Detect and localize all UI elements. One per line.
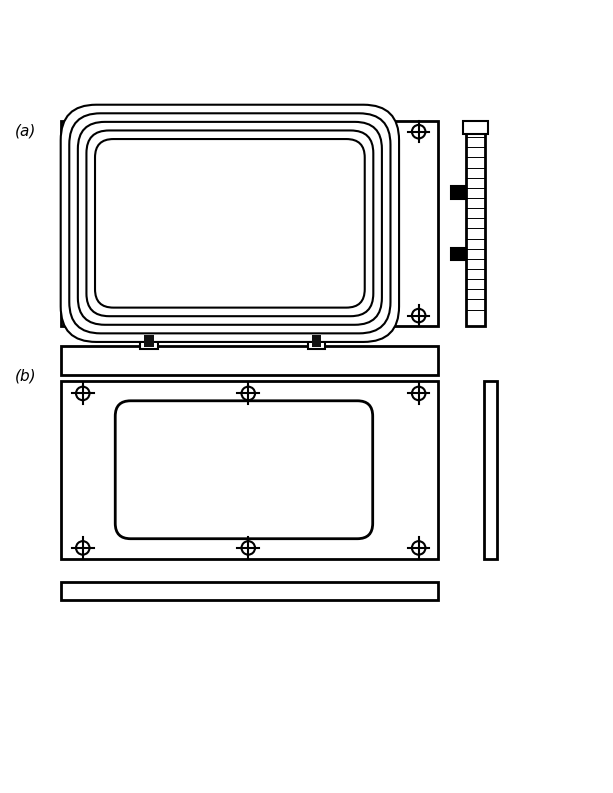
FancyBboxPatch shape	[61, 105, 399, 342]
FancyBboxPatch shape	[86, 131, 373, 316]
Bar	[308, 331, 325, 349]
Bar	[451, 248, 466, 260]
Text: (a): (a)	[15, 124, 37, 139]
FancyBboxPatch shape	[95, 139, 365, 308]
Bar	[61, 581, 438, 600]
Bar	[61, 346, 438, 375]
Bar	[61, 381, 438, 559]
Bar	[140, 331, 158, 349]
Bar	[451, 186, 466, 199]
Bar	[61, 121, 438, 326]
Bar	[311, 335, 321, 347]
Bar	[484, 381, 497, 559]
FancyBboxPatch shape	[115, 400, 373, 538]
Bar	[466, 121, 485, 326]
Bar	[463, 121, 489, 134]
Text: (b): (b)	[15, 369, 37, 384]
FancyBboxPatch shape	[69, 113, 390, 333]
FancyBboxPatch shape	[78, 122, 382, 325]
Bar	[144, 335, 154, 347]
